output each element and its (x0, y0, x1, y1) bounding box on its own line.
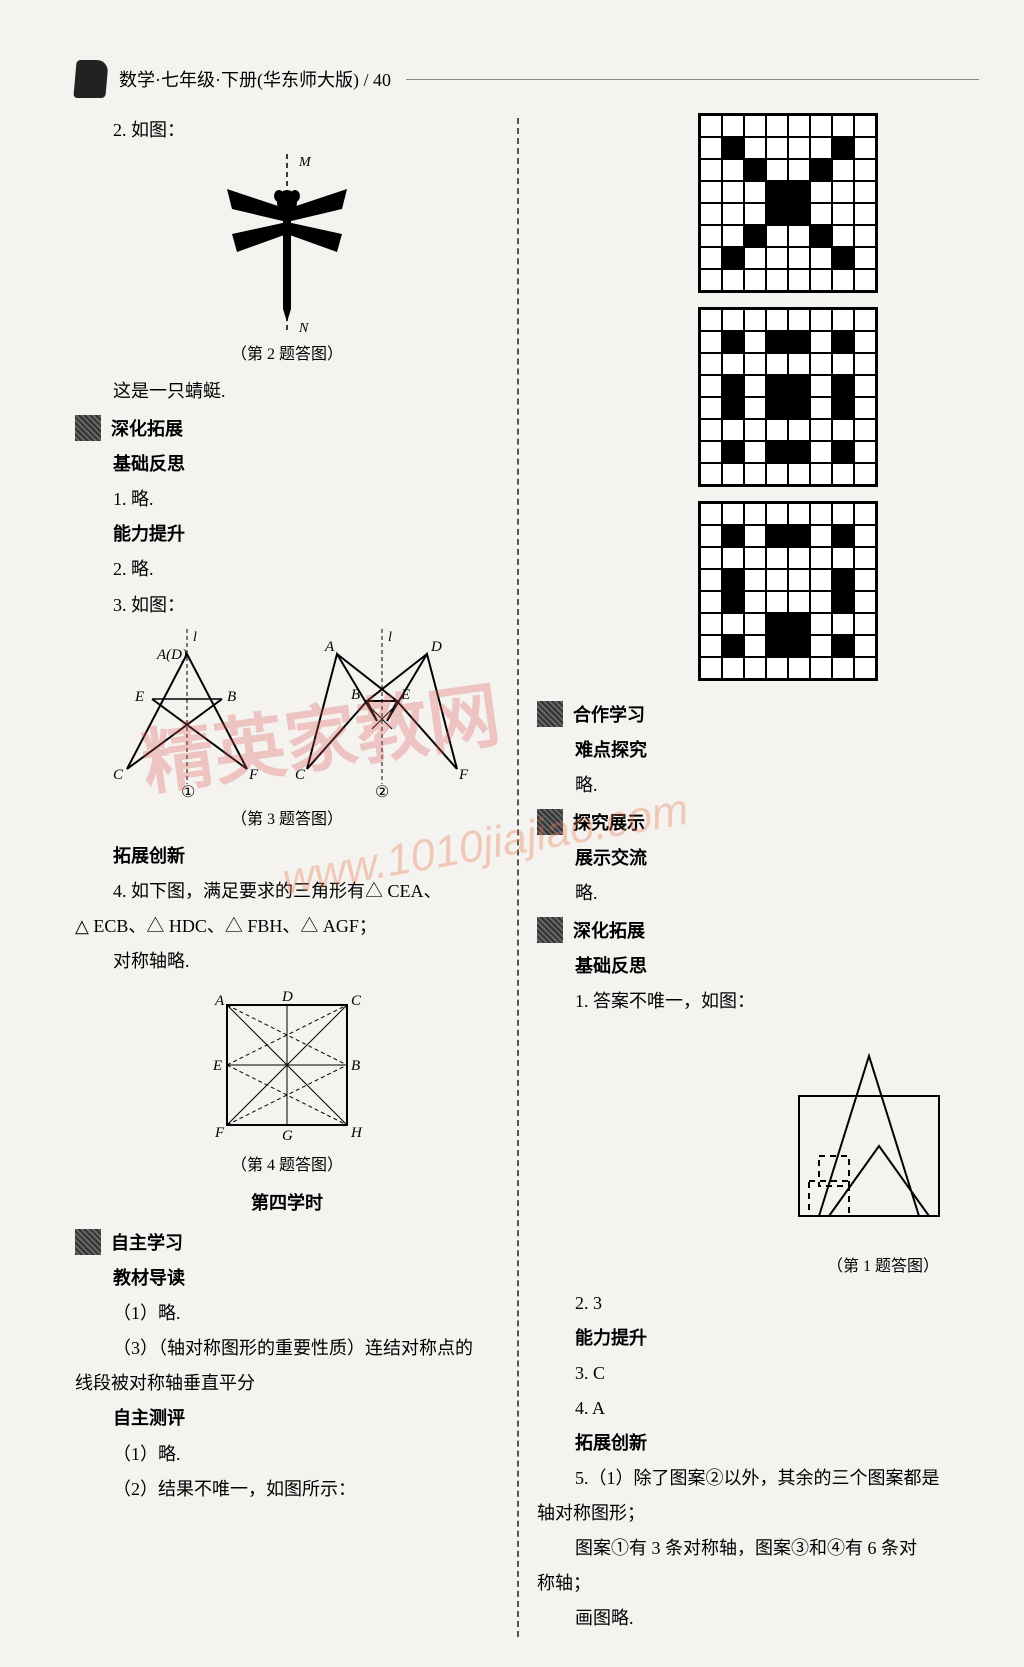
section-deep: 深化拓展 (75, 415, 499, 441)
right-column: 合作学习 难点探究 略. 探究展示 展示交流 略. 深化拓展 基础反思 1. 答… (519, 113, 979, 1637)
grid-pattern-2 (698, 307, 878, 487)
self-test: 自主测评 (75, 1401, 499, 1436)
figure-1r (537, 1026, 979, 1246)
r5c: 图案①有 3 条对称轴，图案③和④有 6 条对 (537, 1531, 979, 1566)
svg-text:D: D (281, 989, 293, 1005)
r4: 4. A (537, 1391, 979, 1426)
label-M: M (298, 155, 312, 170)
svg-text:E: E (212, 1058, 222, 1074)
svg-text:B: B (351, 687, 360, 703)
svg-text:A(D): A(D) (156, 647, 187, 663)
omit1: 略. (537, 768, 979, 803)
logo-icon (73, 60, 108, 98)
ability2: 能力提升 (537, 1321, 979, 1356)
section-marker-icon (537, 701, 563, 727)
basic-reflect: 基础反思 (75, 447, 499, 482)
q4b: △ ECB、△ HDC、△ FBH、△ AGF； (75, 909, 499, 944)
section-self: 自主学习 (75, 1229, 499, 1255)
fig4-caption: （第 4 题答图） (75, 1151, 499, 1175)
grid-pattern-3 (698, 501, 878, 681)
svg-text:②: ② (375, 784, 389, 799)
svg-text:①: ① (181, 784, 195, 799)
svg-text:B: B (227, 689, 236, 705)
s3b: 线段被对称轴垂直平分 (75, 1366, 499, 1401)
svg-text:E: E (400, 687, 410, 703)
svg-text:B: B (351, 1058, 360, 1074)
figure-4: A D C E B F G H (75, 985, 499, 1145)
q2-note: 这是一只蜻蜓. (75, 374, 499, 409)
svg-text:l: l (388, 630, 392, 645)
grid-pattern-1 (698, 113, 878, 293)
svg-text:l: l (193, 630, 197, 645)
r5a: 5.（1）除了图案②以外，其余的三个图案都是 (537, 1461, 979, 1496)
r5e: 画图略. (537, 1601, 979, 1636)
section-deep2: 深化拓展 (537, 917, 979, 943)
r2: 2. 3 (537, 1286, 979, 1321)
svg-text:C: C (295, 767, 306, 783)
svg-text:A: A (324, 639, 335, 655)
s3a: （3）（轴对称图形的重要性质）连结对称点的 (75, 1331, 499, 1366)
r3: 3. C (537, 1356, 979, 1391)
svg-text:C: C (113, 767, 124, 783)
svg-text:F: F (214, 1125, 225, 1141)
ability-up: 能力提升 (75, 517, 499, 552)
header-rule (406, 79, 979, 80)
r5d: 称轴； (537, 1566, 979, 1601)
fig3-caption: （第 3 题答图） (75, 805, 499, 829)
r5b: 轴对称图形； (537, 1496, 979, 1531)
q2-caption: （第 2 题答图） (75, 340, 499, 364)
section-marker-icon (75, 1229, 101, 1255)
label-N: N (298, 321, 309, 334)
svg-text:A: A (214, 993, 225, 1009)
section-coop: 合作学习 (537, 701, 979, 727)
l2: 2. 略. (75, 552, 499, 587)
section-marker-icon (75, 415, 101, 441)
q4a: 4. 如下图，满足要求的三角形有△ CEA、 (75, 874, 499, 909)
q2-label: 2. 如图： (75, 113, 499, 148)
expand: 拓展创新 (75, 839, 499, 874)
header-title: 数学·七年级·下册(华东师大版) / 40 (119, 66, 391, 92)
r1: 1. 答案不唯一，如图： (537, 984, 979, 1019)
q4c: 对称轴略. (75, 944, 499, 979)
l3: 3. 如图： (75, 588, 499, 623)
left-column: 2. 如图： M N （第 2 题答图） 这是一只 (75, 113, 517, 1637)
s1: （1）略. (75, 1296, 499, 1331)
t2: （2）结果不唯一，如图所示： (75, 1472, 499, 1507)
section-marker-icon (537, 809, 563, 835)
section-marker-icon (537, 917, 563, 943)
svg-text:G: G (282, 1128, 293, 1144)
omit2: 略. (537, 876, 979, 911)
svg-text:C: C (351, 993, 362, 1009)
page-header: 数学·七年级·下册(华东师大版) / 40 (75, 60, 979, 98)
dragonfly-figure: M N (75, 154, 499, 334)
expand2: 拓展创新 (537, 1426, 979, 1461)
svg-text:F: F (458, 767, 469, 783)
diff: 难点探究 (537, 733, 979, 768)
svg-text:E: E (134, 689, 144, 705)
show: 展示交流 (537, 841, 979, 876)
section-explore: 探究展示 (537, 809, 979, 835)
svg-text:F: F (248, 767, 259, 783)
session-4-title: 第四学时 (75, 1189, 499, 1215)
figure-3: l A(D) E B C F ① l (75, 629, 499, 799)
t1: （1）略. (75, 1437, 499, 1472)
mat-read: 教材导读 (75, 1261, 499, 1296)
svg-text:D: D (430, 639, 442, 655)
l1: 1. 略. (75, 482, 499, 517)
svg-text:H: H (350, 1125, 363, 1141)
basic2: 基础反思 (537, 949, 979, 984)
fig1r-caption: （第 1 题答图） (537, 1252, 979, 1276)
